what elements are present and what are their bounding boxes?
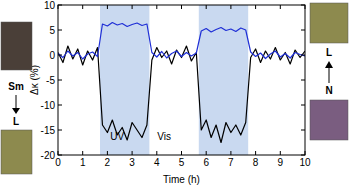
y-tick	[301, 155, 305, 156]
x-tick	[206, 151, 207, 155]
plot-area	[58, 5, 305, 155]
arrow-head	[12, 108, 20, 114]
inset-image	[310, 100, 348, 140]
x-tick-label: 6	[203, 157, 209, 168]
annotation: UV	[110, 131, 124, 142]
y-tick-label: -10	[41, 100, 56, 111]
x-tick	[107, 151, 108, 155]
x-tick	[58, 5, 59, 9]
x-tick-label: 3	[129, 157, 135, 168]
arrow	[329, 66, 330, 83]
x-tick-label: 9	[278, 157, 284, 168]
y-tick-label: -15	[41, 125, 56, 136]
x-tick	[181, 151, 182, 155]
y-tick	[301, 105, 305, 106]
x-tick-label: 0	[55, 157, 61, 168]
x-tick-label: 2	[105, 157, 111, 168]
inset-label: L	[326, 47, 332, 58]
y-tick	[301, 30, 305, 31]
x-tick	[206, 5, 207, 9]
x-axis-label: Time (h)	[163, 174, 200, 185]
x-tick	[305, 5, 306, 9]
y-tick	[58, 30, 62, 31]
y-tick-label: -5	[46, 75, 55, 86]
y-tick-label: -20	[41, 150, 56, 161]
x-tick	[255, 151, 256, 155]
inset-image	[1, 22, 32, 70]
x-tick	[156, 5, 157, 9]
x-tick-label: 10	[299, 157, 311, 168]
x-tick	[82, 5, 83, 9]
x-tick	[58, 151, 59, 155]
x-tick	[156, 151, 157, 155]
x-tick	[305, 151, 306, 155]
y-tick	[58, 155, 62, 156]
x-tick	[280, 151, 281, 155]
inset-image	[310, 3, 348, 43]
y-tick	[301, 130, 305, 131]
x-tick	[107, 5, 108, 9]
plot-frame	[58, 5, 305, 155]
x-tick	[132, 5, 133, 9]
y-tick	[58, 105, 62, 106]
y-tick	[301, 55, 305, 56]
annotation: Vis	[157, 131, 171, 142]
series-line	[58, 46, 305, 143]
x-tick-label: 1	[80, 157, 86, 168]
x-tick	[82, 151, 83, 155]
y-tick	[58, 55, 62, 56]
inset-label: Sm	[8, 81, 24, 92]
x-tick	[181, 5, 182, 9]
y-tick	[58, 130, 62, 131]
x-tick-label: 8	[253, 157, 259, 168]
x-tick	[255, 5, 256, 9]
inset-image	[1, 130, 32, 174]
series-line	[58, 23, 305, 60]
y-tick	[301, 80, 305, 81]
inset-label: N	[325, 85, 332, 96]
y-tick-label: 10	[44, 0, 56, 11]
x-tick	[132, 151, 133, 155]
x-tick	[230, 5, 231, 9]
x-tick-label: 4	[154, 157, 160, 168]
x-tick-label: 7	[228, 157, 234, 168]
y-tick	[58, 80, 62, 81]
y-tick	[301, 5, 305, 6]
inset-label: L	[13, 116, 19, 127]
y-tick-label: 0	[49, 50, 55, 61]
x-tick-label: 5	[179, 157, 185, 168]
y-tick	[58, 5, 62, 6]
arrow-head	[325, 61, 333, 68]
chart: 012345678910-20-15-10-50510Time (h)Δκ (%…	[0, 0, 350, 189]
x-tick	[280, 5, 281, 9]
y-tick-label: 5	[49, 25, 55, 36]
x-tick	[230, 151, 231, 155]
